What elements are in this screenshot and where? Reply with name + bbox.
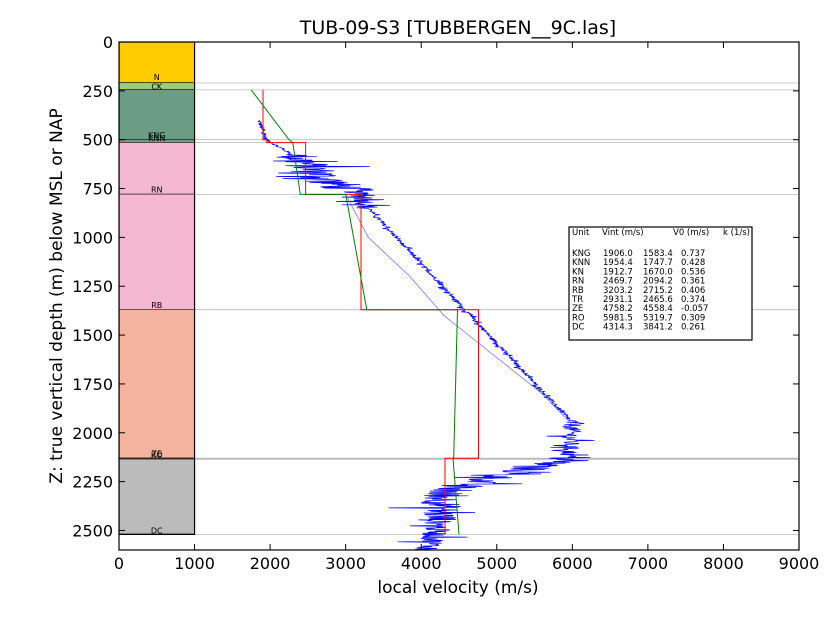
table-header: Vint (m/s) xyxy=(602,228,644,238)
unit-column-frame xyxy=(119,42,196,535)
sonic-log-line xyxy=(257,120,595,550)
table-cell-value: 0.406 xyxy=(681,286,705,296)
table-cell-value: 1583.4 xyxy=(643,249,673,259)
table-cell-unit: RO xyxy=(572,313,585,323)
table-cell-value: 4758.2 xyxy=(603,304,633,314)
unit-label-rn: RN xyxy=(151,186,163,195)
y-tick-label: 500 xyxy=(82,131,113,150)
table-cell-value: 3203.2 xyxy=(603,286,633,296)
unit-label-ro: RO xyxy=(151,450,163,459)
table-cell-unit: ZE xyxy=(572,304,583,314)
y-tick-label: 1500 xyxy=(72,326,113,345)
linear-model-line xyxy=(250,89,460,535)
table-header: Unit xyxy=(572,228,590,238)
y-tick-label: 1250 xyxy=(72,277,113,296)
table-cell-value: 1906.0 xyxy=(603,249,633,259)
unit-label-kng: KNG xyxy=(148,131,165,140)
x-tick-label: 9000 xyxy=(779,554,820,573)
y-tick-label: 2500 xyxy=(72,521,113,540)
table-cell-unit: KNG xyxy=(572,249,591,259)
unit-label-knn: KNN xyxy=(148,134,165,143)
unit-label-dc: DC xyxy=(151,526,163,535)
unit-band-kng xyxy=(119,89,195,140)
x-axis-title: local velocity (m/s) xyxy=(377,578,538,598)
table-cell-value: -0.057 xyxy=(681,304,708,314)
unit-band-n xyxy=(119,42,195,84)
plot-data-group: NCKKNGKNNRNRBTRZERODC xyxy=(119,0,799,550)
unit-band-knn xyxy=(119,139,195,143)
table-cell-value: 3841.2 xyxy=(643,323,673,333)
plot-area: NCKKNGKNNRNRBTRZERODC0100020003000400050… xyxy=(72,0,820,573)
table-cell-value: 0.428 xyxy=(681,258,705,268)
x-tick-label: 1000 xyxy=(174,554,215,573)
x-tick-label: 8000 xyxy=(703,554,744,573)
y-tick-label: 1000 xyxy=(72,228,113,247)
plot-frame xyxy=(118,41,800,551)
table-cell-unit: RN xyxy=(572,277,584,287)
table-cell-unit: RB xyxy=(572,286,584,296)
table-cell-value: 4558.4 xyxy=(643,304,673,314)
x-tick-label: 4000 xyxy=(401,554,442,573)
y-tick-label: 250 xyxy=(82,82,113,101)
table-cell-value: 0.737 xyxy=(681,249,705,259)
table-cell-value: 0.536 xyxy=(681,267,705,277)
table-cell-value: 0.261 xyxy=(681,323,705,333)
table-cell-value: 5319.7 xyxy=(643,313,673,323)
table-cell-value: 1670.0 xyxy=(643,267,673,277)
unit-band-tr xyxy=(119,309,195,459)
unit-band-dc xyxy=(119,459,195,535)
x-tick-label: 3000 xyxy=(325,554,366,573)
table-header: k (1/s) xyxy=(723,228,750,238)
unit-band-rb xyxy=(119,194,195,310)
table-cell-value: 2094.2 xyxy=(643,277,673,287)
table-header: V0 (m/s) xyxy=(673,228,709,238)
table-cell-value: 1747.7 xyxy=(643,258,673,268)
y-tick-label: 2000 xyxy=(72,424,113,443)
y-tick-label: 0 xyxy=(103,33,113,52)
table-cell-value: 4314.3 xyxy=(603,323,633,333)
table-cell-unit: DC xyxy=(572,323,585,333)
table-cell-value: 2469.7 xyxy=(603,277,633,287)
unit-label-rb: RB xyxy=(151,301,162,310)
table-cell-value: 5981.5 xyxy=(603,313,633,323)
x-tick-label: 5000 xyxy=(476,554,517,573)
table-cell-unit: TR xyxy=(571,295,583,305)
table-cell-value: 0.361 xyxy=(681,277,705,287)
table-cell-value: 2715.2 xyxy=(643,286,673,296)
x-tick-label: 6000 xyxy=(552,554,593,573)
table-cell-value: 1912.7 xyxy=(603,267,633,277)
table-cell-unit: KN xyxy=(572,267,584,277)
table-cell-unit: KNN xyxy=(572,258,590,268)
y-tick-label: 2250 xyxy=(72,473,113,492)
v0k-curve-line xyxy=(345,194,573,426)
table-cell-value: 2931.1 xyxy=(603,295,633,305)
table-frame xyxy=(568,226,753,341)
y-axis-title: Z: true vertical depth (m) below MSL or … xyxy=(47,108,67,483)
x-tick-label: 7000 xyxy=(628,554,669,573)
table-cell-value: 0.374 xyxy=(681,295,705,305)
unit-label-ze: ZE xyxy=(152,449,163,458)
unit-label-ck: CK xyxy=(151,83,163,92)
unit-label-tr: TR xyxy=(151,0,163,2)
velocity-table: Unit Vint (m/s) V0 (m/s) k (1/s) KNG 1906.0 15… xyxy=(568,226,753,341)
table-cell-value: 0.309 xyxy=(681,313,705,323)
y-tick-label: 1750 xyxy=(72,375,113,394)
chart-title: TUB-09-S3 [TUBBERGEN__9C.las] xyxy=(299,17,616,39)
x-tick-label: 0 xyxy=(114,554,124,573)
x-tick-label: 2000 xyxy=(250,554,291,573)
y-tick-label: 750 xyxy=(82,180,113,199)
unit-band-ck xyxy=(119,83,195,90)
table-cell-value: 2465.6 xyxy=(643,295,673,305)
unit-band-rn xyxy=(119,142,195,195)
table-cell-value: 1954.4 xyxy=(603,258,633,268)
unit-label-n: N xyxy=(154,73,160,82)
